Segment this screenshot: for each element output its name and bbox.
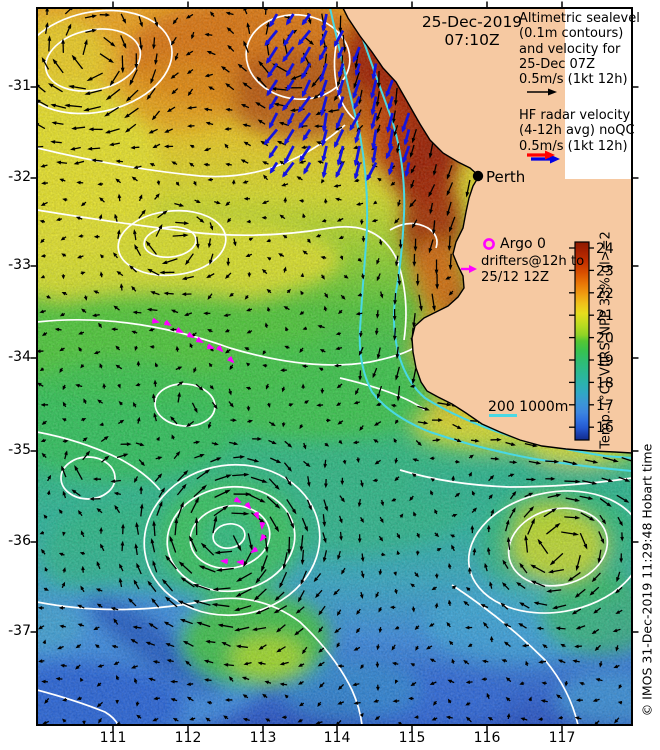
drifter-arrow-icon	[461, 265, 477, 273]
altimetric-line: Altimetric sealevel	[519, 11, 640, 26]
colorbar-tick-label: 24	[596, 241, 614, 257]
x-tick-label: 114	[323, 730, 351, 746]
x-tick-label: 115	[398, 730, 426, 746]
credit-label: © IMOS 31-Dec-2019 11:29:48 Hobart time	[639, 443, 655, 717]
colorbar-tick-label: 21	[596, 308, 614, 324]
drifter-position-arrow	[186, 331, 195, 338]
drifter-position-arrow	[253, 511, 259, 520]
colorbar-ticks: 24 23 22 21 20 19 18 17 16	[569, 241, 614, 436]
colorbar-bar	[574, 241, 590, 441]
date-label: 25-Dec-2019	[421, 13, 523, 31]
argo-label: Argo 0	[500, 236, 546, 252]
colorbar-tick-label: 22	[596, 286, 614, 302]
y-tick-label: -34	[8, 349, 31, 365]
drifter-position-arrow	[175, 326, 184, 333]
colorbar-tick-label: 16	[596, 420, 614, 436]
time-label: 07:10Z	[444, 31, 500, 49]
altimetric-legend: Altimetric sealevel (0.1m contours) and …	[519, 11, 640, 87]
colorbar-tick-label: 19	[596, 353, 614, 369]
altimetric-line: (0.1m contours)	[519, 26, 624, 42]
hf-line: (4-12h avg) noQC	[519, 123, 635, 139]
sealevel-contours	[37, 9, 632, 725]
y-tick-label: -31	[8, 78, 31, 94]
perth-city-dot	[472, 170, 484, 182]
hf-line: 0.5m/s (1kt 12h)	[519, 138, 628, 154]
argo-float-marker	[483, 238, 495, 250]
drifters-line: 25/12 12Z	[481, 270, 550, 285]
x-tick-label: 116	[473, 730, 501, 746]
y-tick-label: -37	[8, 623, 31, 639]
x-tick-label: 111	[99, 730, 127, 746]
altimetric-line: 0.5m/s (1kt 12h)	[519, 72, 628, 88]
colorbar-axis-label: Temp. (°C) VIIRS_NPP 33% ql>=2	[598, 231, 614, 449]
legend-background-box	[565, 8, 632, 179]
colorbar-tick-label: 20	[596, 331, 614, 347]
land-western-australia	[342, 8, 632, 454]
hf-scale-arrow-icon	[527, 150, 560, 164]
drifter-position-arrow	[259, 521, 266, 530]
depth-scale-cyan-line	[489, 414, 517, 417]
drifter-position-arrow	[236, 559, 245, 566]
drifter-position-arrow	[220, 558, 229, 565]
y-tick-label: -33	[8, 257, 31, 273]
colorbar-tick-label: 18	[596, 375, 614, 391]
depth-scale-label: 200 1000m	[488, 399, 569, 415]
drifter-position-arrow	[259, 533, 267, 542]
hf-radar-legend: HF radar velocity (4-12h avg) noQC 0.5m/…	[519, 108, 635, 154]
drifter-tracks	[151, 317, 267, 566]
y-tick-label: -36	[8, 533, 31, 549]
drifter-position-arrow	[215, 344, 224, 353]
drifter-position-arrow	[151, 317, 160, 324]
map-border	[36, 7, 633, 726]
drifter-position-arrow	[250, 546, 259, 554]
velocity-scale-arrow-icon	[527, 88, 557, 96]
axis-ticks	[30, 1, 639, 732]
datetime-block: 25-Dec-2019 07:10Z	[420, 13, 524, 49]
y-tick-label: -35	[8, 442, 31, 458]
drifter-position-arrow	[195, 336, 204, 343]
drifters-line: drifters@12h to	[481, 254, 585, 269]
perth-label: Perth	[486, 168, 526, 186]
drifter-position-arrow	[163, 319, 172, 327]
colorbar-tick-label: 23	[596, 263, 614, 279]
drifters-legend: drifters@12h to 25/12 12Z	[481, 254, 584, 286]
altimetric-line: 25-Dec 07Z	[519, 56, 595, 72]
drifter-position-arrow	[226, 355, 235, 364]
hf-radar-arrow-field	[263, 13, 411, 182]
hf-line: HF radar velocity	[519, 108, 631, 123]
drifter-position-arrow	[233, 496, 242, 504]
x-tick-label: 112	[174, 730, 202, 746]
x-tick-label: 113	[249, 730, 277, 746]
drifter-position-arrow	[244, 501, 252, 510]
drifter-position-arrow	[206, 343, 215, 350]
y-tick-label: -32	[8, 169, 31, 185]
colorbar: 24 23 22 21 20 19 18 17 16	[569, 241, 614, 441]
x-tick-label: 117	[548, 730, 576, 746]
altimetric-line: and velocity for	[519, 41, 621, 57]
colorbar-tick-label: 17	[596, 398, 614, 414]
